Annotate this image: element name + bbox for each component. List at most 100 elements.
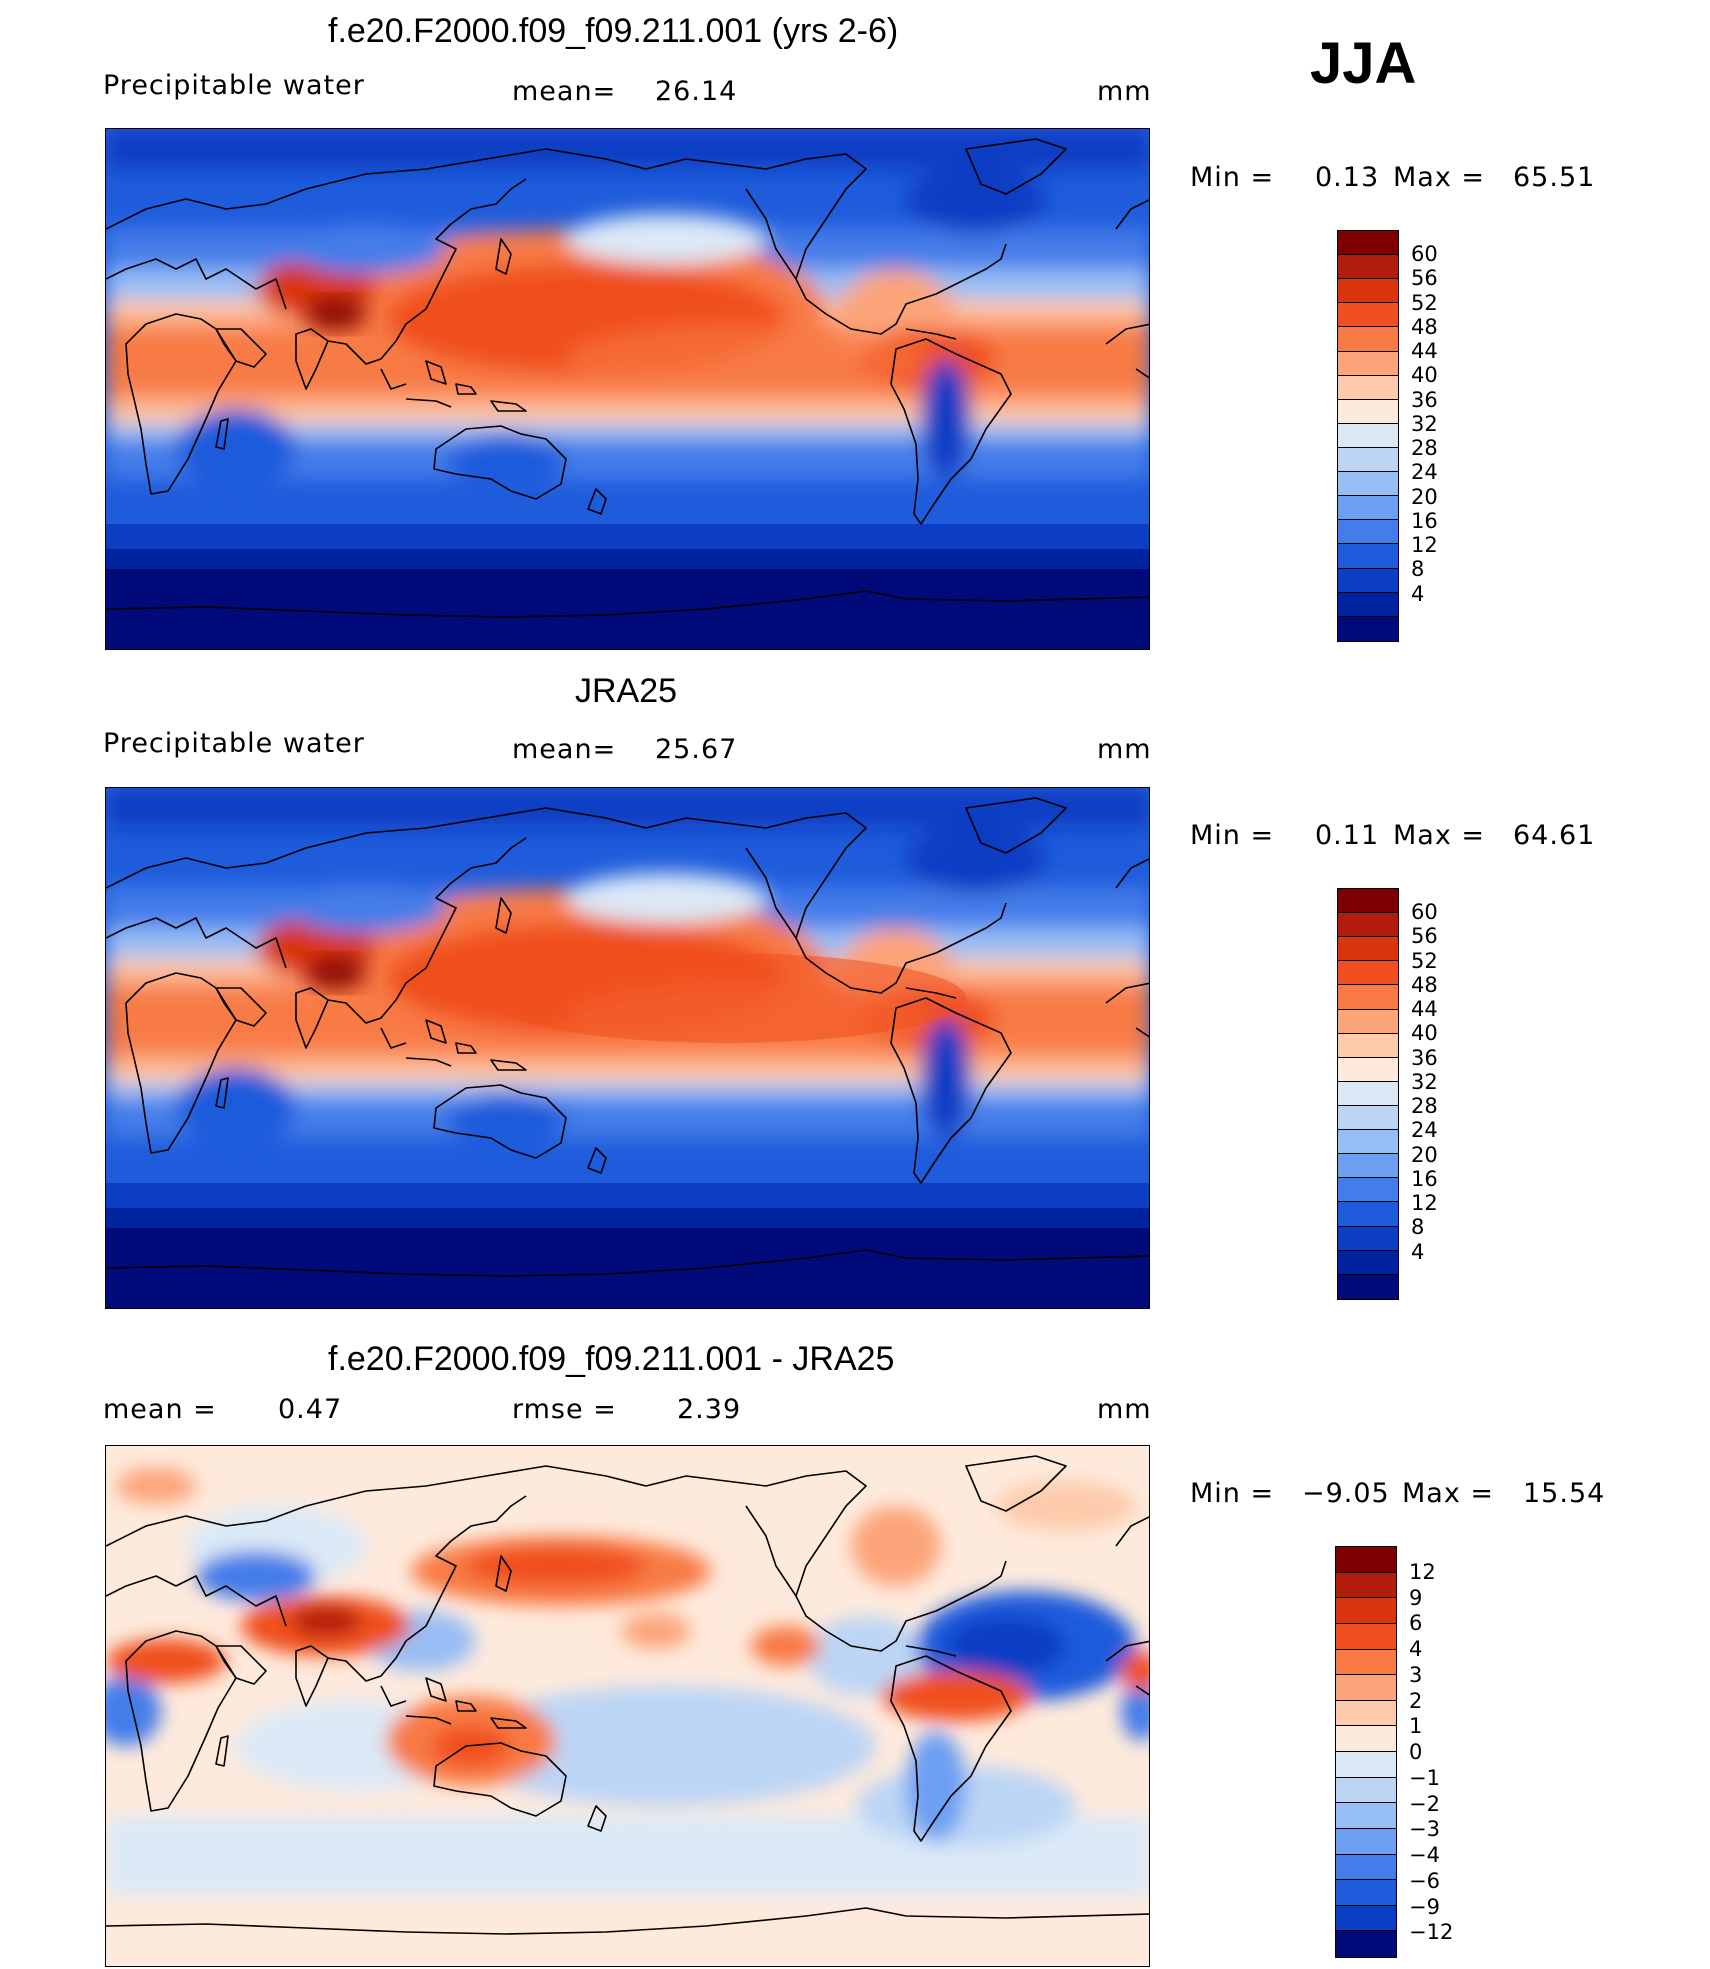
colorbar-swatch [1336, 1854, 1396, 1881]
colorbar-tick-label: 60 [1411, 900, 1438, 925]
colorbar-swatch [1336, 1726, 1396, 1752]
colorbar-swatch [1338, 985, 1398, 1010]
colorbar-tick-label: −3 [1409, 1817, 1440, 1842]
panel2-title: JRA25 [575, 672, 678, 710]
colorbar-tick-label: 56 [1411, 266, 1438, 291]
colorbar-swatch [1338, 592, 1398, 617]
colorbar-swatch [1338, 520, 1398, 545]
colorbar-tick-label: −4 [1409, 1843, 1440, 1867]
colorbar-swatch [1338, 1105, 1398, 1131]
colorbar-tick-label: 28 [1411, 436, 1438, 461]
colorbar-tick-label: 28 [1411, 1094, 1438, 1119]
panel2-variable-label: Precipitable water [103, 728, 365, 759]
colorbar-swatch [1338, 231, 1398, 256]
panel3-title: f.e20.F2000.f09_f09.211.001 - JRA25 [328, 1340, 895, 1378]
colorbar-swatch [1338, 472, 1398, 497]
panel3-difference-map [105, 1445, 1150, 1967]
panel3-rmse-value: 2.39 [677, 1394, 742, 1425]
colorbar-tick-label: −6 [1409, 1868, 1440, 1893]
panel2-colorbar [1337, 888, 1399, 1300]
colorbar-swatch [1336, 1700, 1396, 1727]
colorbar-swatch [1338, 303, 1398, 328]
colorbar-swatch [1338, 616, 1398, 641]
colorbar-tick-label: 24 [1411, 460, 1438, 485]
colorbar-tick-label: 44 [1411, 997, 1438, 1022]
colorbar-tick-label: 12 [1411, 1191, 1438, 1216]
colorbar-tick-label: 32 [1411, 1069, 1438, 1094]
colorbar-swatch [1338, 1202, 1398, 1227]
colorbar-tick-label: 12 [1409, 1559, 1436, 1584]
colorbar-swatch [1338, 889, 1398, 914]
colorbar-swatch [1338, 351, 1398, 376]
colorbar-tick-label: 2 [1409, 1688, 1423, 1713]
panel1-model-map [105, 128, 1150, 650]
colorbar-tick-label: 8 [1411, 557, 1425, 582]
colorbar-swatch [1336, 1803, 1396, 1829]
colorbar-swatch [1338, 1009, 1398, 1034]
colorbar-tick-label: 60 [1411, 242, 1438, 267]
panel1-variable-label: Precipitable water [103, 70, 365, 101]
colorbar-tick-label: −1 [1409, 1765, 1440, 1790]
colorbar-swatch [1338, 423, 1398, 448]
panel3-max-label: Max = [1402, 1478, 1495, 1509]
colorbar-tick-label: 3 [1409, 1662, 1423, 1687]
colorbar-swatch [1336, 1623, 1396, 1650]
panel2-max-value: 64.61 [1513, 820, 1596, 851]
colorbar-swatch [1338, 1274, 1398, 1299]
colorbar-tick-label: 52 [1411, 290, 1438, 315]
colorbar-swatch [1336, 1752, 1396, 1778]
colorbar-tick-label: 36 [1411, 1045, 1438, 1070]
panel2-min-value: 0.11 [1315, 820, 1380, 851]
colorbar-tick-label: 20 [1411, 1142, 1438, 1167]
panel1-colorbar [1337, 230, 1399, 642]
panel2-mean-label: mean= [512, 734, 617, 765]
colorbar-swatch [1338, 1250, 1398, 1275]
panel2-min-label: Min = [1190, 820, 1275, 851]
colorbar-swatch [1336, 1880, 1396, 1906]
panel3-map-graphic [106, 1446, 1149, 1966]
colorbar-tick-label: 48 [1411, 972, 1438, 997]
season-label: JJA [1310, 31, 1417, 96]
colorbar-swatch [1338, 961, 1398, 986]
colorbar-tick-label: 48 [1411, 314, 1438, 339]
panel1-map-graphic [106, 129, 1149, 650]
colorbar-swatch [1338, 496, 1398, 521]
colorbar-swatch [1338, 447, 1398, 473]
colorbar-tick-label: 40 [1411, 363, 1438, 388]
colorbar-tick-label: 20 [1411, 484, 1438, 509]
colorbar-tick-label: 4 [1411, 1239, 1425, 1264]
colorbar-tick-label: 16 [1411, 1166, 1438, 1191]
colorbar-swatch [1338, 937, 1398, 962]
panel1-mean-value: 26.14 [655, 76, 738, 107]
panel2-reanalysis-map [105, 787, 1150, 1309]
colorbar-tick-label: 24 [1411, 1118, 1438, 1143]
panel3-min-label: Min = [1190, 1478, 1275, 1509]
colorbar-swatch [1338, 399, 1398, 424]
colorbar-tick-label: 56 [1411, 924, 1438, 949]
colorbar-swatch [1338, 1226, 1398, 1251]
colorbar-swatch [1338, 544, 1398, 569]
colorbar-swatch [1338, 375, 1398, 400]
panel1-units: mm [1097, 76, 1152, 107]
panel3-mean-label: mean = [103, 1394, 217, 1425]
colorbar-tick-label: −9 [1409, 1894, 1440, 1919]
colorbar-swatch [1338, 1057, 1398, 1082]
colorbar-swatch [1336, 1547, 1396, 1573]
panel3-units: mm [1097, 1394, 1152, 1425]
colorbar-tick-label: 52 [1411, 948, 1438, 973]
colorbar-tick-label: −2 [1409, 1791, 1440, 1816]
panel3-mean-value: 0.47 [278, 1394, 343, 1425]
colorbar-tick-label: 4 [1411, 581, 1425, 606]
colorbar-tick-label: 0 [1409, 1740, 1423, 1764]
colorbar-swatch [1338, 327, 1398, 352]
colorbar-tick-label: 44 [1411, 339, 1438, 364]
colorbar-swatch [1336, 1828, 1396, 1855]
panel2-mean-value: 25.67 [655, 734, 738, 765]
colorbar-tick-label: 8 [1411, 1215, 1425, 1240]
panel2-units: mm [1097, 734, 1152, 765]
colorbar-swatch [1336, 1905, 1396, 1932]
panel1-max-label: Max = [1393, 162, 1486, 193]
colorbar-tick-label: 12 [1411, 533, 1438, 558]
colorbar-tick-label: 9 [1409, 1585, 1423, 1610]
panel2-max-label: Max = [1393, 820, 1486, 851]
